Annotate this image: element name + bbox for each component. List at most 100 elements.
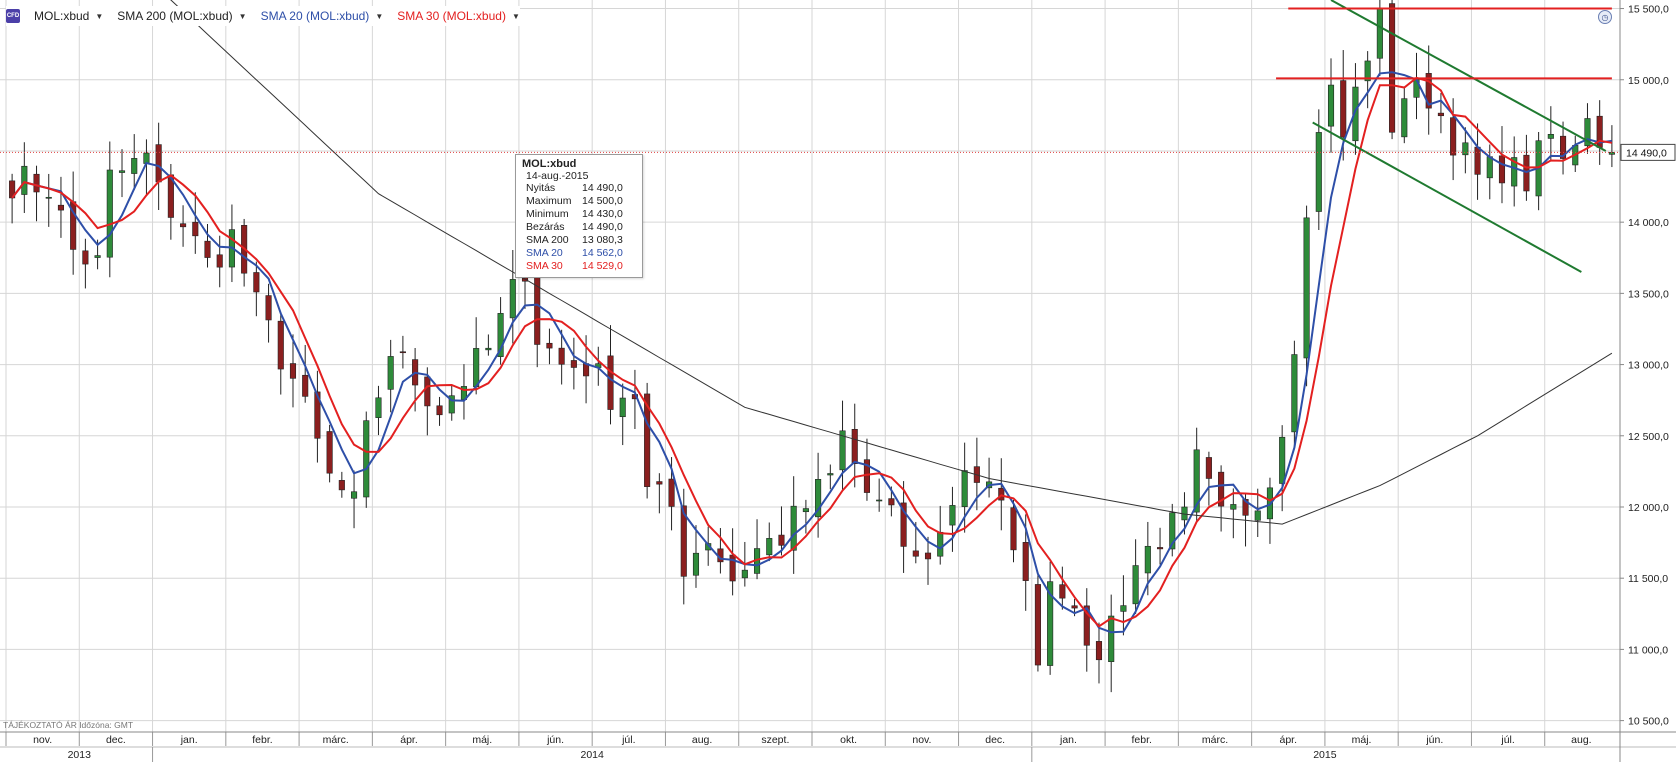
candle-body: [424, 376, 431, 407]
tooltip-value: 14 529,0: [582, 260, 623, 272]
month-label: febr.: [1132, 734, 1152, 746]
candle-body: [1523, 154, 1530, 192]
candle-body: [607, 355, 614, 410]
candle-body: [1144, 545, 1151, 574]
candle-body: [1254, 510, 1261, 521]
month-label: nov.: [33, 734, 52, 746]
candle-body: [1425, 73, 1432, 109]
month-label: júl.: [1500, 734, 1514, 746]
y-tick-label: 10 500,0: [1628, 716, 1669, 728]
candle-body: [363, 420, 370, 498]
month-label: máj.: [1352, 734, 1372, 746]
month-label: jan.: [1059, 734, 1077, 746]
candle-body: [1511, 157, 1518, 187]
legend-item-sma200[interactable]: SMA 200 (MOL:xbud) ▼: [117, 9, 246, 23]
y-tick-label: 15 500,0: [1628, 4, 1669, 16]
candle-body: [277, 320, 284, 370]
month-label: szept.: [761, 734, 789, 746]
tooltip-key: SMA 20: [526, 247, 563, 259]
candle-body: [106, 169, 113, 258]
clock-icon[interactable]: ◷: [1598, 10, 1612, 24]
tooltip-value: 14 490,0: [582, 221, 623, 233]
candle-body: [118, 170, 126, 173]
tooltip-row: SMA 200 13 080,3: [522, 234, 636, 247]
month-label: aug.: [692, 734, 712, 746]
legend-item-mol[interactable]: MOL:xbud ▼: [34, 9, 103, 23]
candle-body: [1205, 457, 1212, 479]
candle-body: [1450, 117, 1457, 156]
candle-body: [644, 393, 651, 487]
legend-label-sma30: SMA 30 (MOL:xbud): [397, 9, 506, 23]
candle-body: [448, 395, 455, 414]
candle-body: [1547, 133, 1554, 139]
candle-body: [375, 397, 382, 418]
current-price-label: 14 490,0: [1626, 147, 1667, 159]
candle-body: [253, 272, 260, 293]
legend-label-sma200: SMA 200 (MOL:xbud): [117, 9, 233, 23]
candle-body: [1108, 615, 1115, 662]
candle-body: [1389, 3, 1396, 133]
candle-body: [497, 313, 504, 357]
candle-body: [802, 508, 809, 513]
candle-body: [1034, 584, 1041, 666]
candle-body: [1010, 507, 1017, 551]
candle-body: [900, 502, 907, 547]
candle-body: [1132, 565, 1139, 605]
candle-body: [302, 374, 309, 397]
candle-body: [558, 347, 565, 365]
legend-label-sma20: SMA 20 (MOL:xbud): [260, 9, 370, 23]
candle-body: [143, 152, 150, 164]
dropdown-caret-icon[interactable]: ▼: [511, 11, 520, 21]
sma20-line: [11, 71, 1613, 634]
candle-body: [1242, 499, 1249, 516]
candle-body: [289, 363, 297, 379]
candle-body: [1083, 605, 1090, 646]
candle-body: [778, 534, 785, 546]
current-price-box: [1620, 143, 1676, 161]
month-label: dec.: [106, 734, 126, 746]
y-tick-label: 11 500,0: [1628, 573, 1668, 585]
candle-body: [692, 552, 700, 576]
trendline: [1330, 0, 1607, 152]
candle-body: [1022, 542, 1029, 581]
tooltip-key: Bezárás: [526, 221, 565, 233]
tooltip-row: SMA 20 14 562,0: [522, 247, 636, 260]
candle-body: [680, 505, 687, 577]
month-label: júl.: [621, 734, 635, 746]
tooltip-row: Nyitás 14 490,0: [522, 182, 636, 195]
tooltip-key: Maximum: [526, 195, 572, 207]
candle-body: [57, 204, 65, 211]
tooltip-date: 14-aug.-2015: [526, 170, 589, 182]
candle-body: [204, 240, 211, 258]
year-label: 2013: [68, 749, 92, 761]
trendline: [1312, 121, 1582, 273]
legend-item-sma20[interactable]: SMA 20 (MOL:xbud) ▼: [261, 9, 384, 23]
candle-body: [937, 531, 944, 557]
dropdown-caret-icon[interactable]: ▼: [375, 11, 384, 21]
candle-body: [399, 351, 406, 354]
legend-item-sma30[interactable]: SMA 30 (MOL:xbud) ▼: [397, 9, 520, 23]
month-label: nov.: [912, 734, 931, 746]
candle-body: [1071, 605, 1078, 609]
candle-body: [912, 550, 919, 557]
candle-body: [766, 538, 773, 556]
candle-body: [216, 254, 223, 268]
dropdown-caret-icon[interactable]: ▼: [238, 11, 247, 21]
month-label: máj.: [472, 734, 492, 746]
year-label: 2015: [1313, 749, 1337, 761]
month-label: jún.: [546, 734, 564, 746]
y-tick-label: 14 000,0: [1628, 217, 1669, 229]
y-tick-label: 13 000,0: [1628, 360, 1669, 372]
dropdown-caret-icon[interactable]: ▼: [95, 11, 104, 21]
month-label: márc.: [1202, 734, 1228, 746]
tooltip-value: 14 562,0: [582, 247, 623, 259]
candle-body: [485, 347, 492, 351]
candle-body: [1169, 512, 1176, 550]
candle-body: [350, 491, 358, 499]
candle-body: [387, 356, 394, 390]
month-label: ápr.: [1280, 734, 1298, 746]
candle-body: [1095, 641, 1103, 661]
candle-body: [668, 478, 675, 507]
candle-body: [1218, 471, 1225, 507]
